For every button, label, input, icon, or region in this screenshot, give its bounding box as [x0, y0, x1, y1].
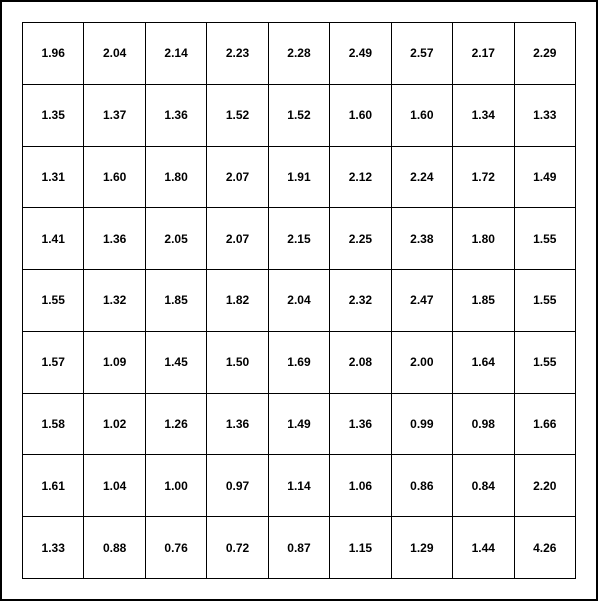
- table-cell: 1.06: [330, 455, 391, 517]
- table-row: 1.551.321.851.822.042.322.471.851.55: [23, 270, 576, 332]
- table-cell: 1.55: [23, 270, 84, 332]
- table-cell: 2.25: [330, 208, 391, 270]
- table-cell: 1.49: [268, 393, 329, 455]
- table-cell: 1.57: [23, 331, 84, 393]
- table-cell: 0.87: [268, 517, 329, 579]
- table-row: 1.411.362.052.072.152.252.381.801.55: [23, 208, 576, 270]
- table-cell: 1.04: [84, 455, 145, 517]
- table-cell: 2.47: [391, 270, 452, 332]
- table-cell: 1.31: [23, 146, 84, 208]
- table-cell: 1.80: [145, 146, 206, 208]
- table-cell: 0.97: [207, 455, 268, 517]
- table-cell: 1.61: [23, 455, 84, 517]
- table-cell: 1.36: [145, 84, 206, 146]
- table-cell: 1.32: [84, 270, 145, 332]
- table-cell: 1.33: [23, 517, 84, 579]
- table-cell: 1.60: [84, 146, 145, 208]
- table-cell: 1.50: [207, 331, 268, 393]
- table-cell: 1.29: [391, 517, 452, 579]
- table-cell: 2.20: [514, 455, 576, 517]
- table-cell: 2.29: [514, 23, 576, 85]
- table-cell: 2.28: [268, 23, 329, 85]
- table-cell: 1.14: [268, 455, 329, 517]
- table-cell: 1.33: [514, 84, 576, 146]
- table-cell: 2.07: [207, 208, 268, 270]
- table-row: 1.611.041.000.971.141.060.860.842.20: [23, 455, 576, 517]
- table-cell: 1.49: [514, 146, 576, 208]
- value-grid-body: 1.962.042.142.232.282.492.572.172.291.35…: [23, 23, 576, 579]
- table-cell: 1.85: [453, 270, 514, 332]
- table-cell: 1.37: [84, 84, 145, 146]
- table-cell: 0.99: [391, 393, 452, 455]
- table-cell: 0.76: [145, 517, 206, 579]
- table-cell: 1.82: [207, 270, 268, 332]
- table-cell: 1.34: [453, 84, 514, 146]
- table-cell: 4.26: [514, 517, 576, 579]
- table-cell: 2.07: [207, 146, 268, 208]
- table-cell: 1.64: [453, 331, 514, 393]
- table-cell: 2.05: [145, 208, 206, 270]
- table-cell: 1.02: [84, 393, 145, 455]
- table-cell: 2.17: [453, 23, 514, 85]
- table-cell: 2.57: [391, 23, 452, 85]
- table-cell: 2.32: [330, 270, 391, 332]
- table-cell: 2.00: [391, 331, 452, 393]
- table-row: 1.351.371.361.521.521.601.601.341.33: [23, 84, 576, 146]
- table-cell: 1.80: [453, 208, 514, 270]
- table-cell: 1.26: [145, 393, 206, 455]
- table-cell: 0.86: [391, 455, 452, 517]
- outer-frame: 1.962.042.142.232.282.492.572.172.291.35…: [0, 0, 598, 601]
- table-cell: 1.09: [84, 331, 145, 393]
- table-cell: 1.36: [84, 208, 145, 270]
- table-cell: 2.38: [391, 208, 452, 270]
- table-cell: 2.04: [84, 23, 145, 85]
- table-cell: 1.85: [145, 270, 206, 332]
- table-cell: 2.49: [330, 23, 391, 85]
- table-cell: 2.23: [207, 23, 268, 85]
- table-cell: 1.69: [268, 331, 329, 393]
- table-cell: 2.04: [268, 270, 329, 332]
- table-cell: 1.96: [23, 23, 84, 85]
- table-cell: 1.52: [268, 84, 329, 146]
- table-cell: 2.15: [268, 208, 329, 270]
- table-cell: 2.24: [391, 146, 452, 208]
- table-cell: 2.08: [330, 331, 391, 393]
- table-cell: 0.84: [453, 455, 514, 517]
- table-cell: 1.58: [23, 393, 84, 455]
- table-cell: 1.45: [145, 331, 206, 393]
- table-row: 1.330.880.760.720.871.151.291.444.26: [23, 517, 576, 579]
- table-cell: 0.72: [207, 517, 268, 579]
- table-cell: 1.35: [23, 84, 84, 146]
- table-cell: 1.44: [453, 517, 514, 579]
- table-cell: 0.98: [453, 393, 514, 455]
- table-cell: 1.55: [514, 270, 576, 332]
- table-cell: 1.60: [330, 84, 391, 146]
- table-cell: 2.14: [145, 23, 206, 85]
- table-cell: 1.00: [145, 455, 206, 517]
- table-cell: 1.66: [514, 393, 576, 455]
- table-cell: 1.55: [514, 208, 576, 270]
- table-cell: 1.52: [207, 84, 268, 146]
- table-cell: 1.60: [391, 84, 452, 146]
- table-row: 1.962.042.142.232.282.492.572.172.29: [23, 23, 576, 85]
- table-row: 1.311.601.802.071.912.122.241.721.49: [23, 146, 576, 208]
- table-cell: 1.91: [268, 146, 329, 208]
- table-row: 1.581.021.261.361.491.360.990.981.66: [23, 393, 576, 455]
- table-cell: 1.55: [514, 331, 576, 393]
- table-cell: 1.72: [453, 146, 514, 208]
- value-grid: 1.962.042.142.232.282.492.572.172.291.35…: [22, 22, 576, 579]
- table-row: 1.571.091.451.501.692.082.001.641.55: [23, 331, 576, 393]
- table-cell: 2.12: [330, 146, 391, 208]
- table-cell: 1.36: [207, 393, 268, 455]
- table-cell: 1.41: [23, 208, 84, 270]
- table-cell: 0.88: [84, 517, 145, 579]
- table-cell: 1.36: [330, 393, 391, 455]
- table-cell: 1.15: [330, 517, 391, 579]
